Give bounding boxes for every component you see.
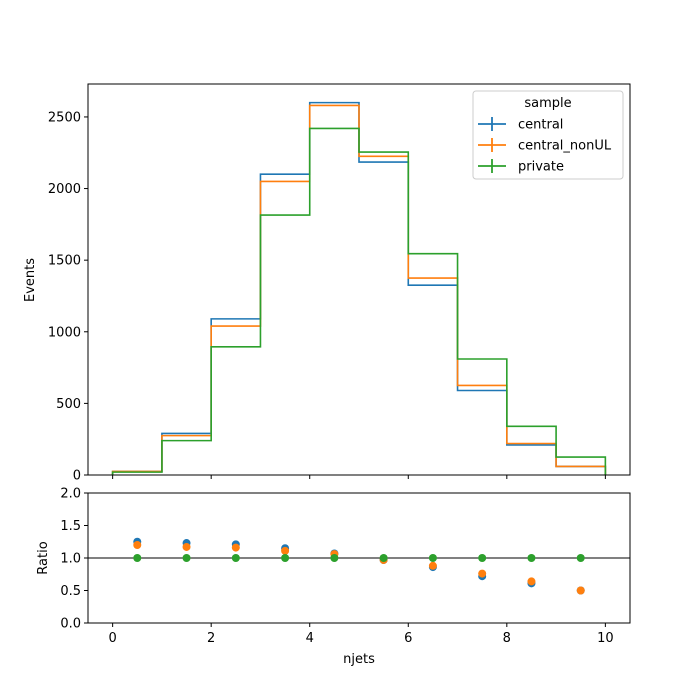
histogram-series-group [111, 101, 607, 475]
ratio-point-private [379, 554, 388, 562]
ratio-point-central_nonUL [182, 542, 191, 551]
legend-entry-label: central [518, 118, 563, 133]
legend-entry-label: private [518, 160, 564, 175]
legend-box [472, 90, 624, 180]
histogram-line-private [111, 127, 607, 475]
histogram-y-ticks: 0 500 1000 1500 2000 2500 [48, 110, 88, 484]
ratio-x-axis-label: njets [343, 652, 375, 667]
legend-entry-label: central_nonUL [518, 139, 612, 154]
histogram-panel: 0 500 1000 1500 2000 2500 Events sample centr… [23, 83, 631, 484]
ratio-point-private [527, 554, 536, 562]
legend-title: sample [524, 96, 571, 111]
histogram-y-tick-label: 500 [56, 397, 81, 412]
ratio-y-tick-label: 1.0 [60, 552, 81, 567]
ratio-point-private [576, 554, 585, 562]
ratio-y-axis-label: Ratio [36, 541, 51, 574]
ratio-point-central_nonUL [231, 543, 240, 552]
ratio-point-private [330, 554, 339, 562]
ratio-point-private [428, 554, 437, 562]
ratio-y-tick-label: 2.0 [60, 487, 81, 502]
ratio-x-ticks: 0 2 4 6 8 10 [108, 623, 614, 646]
ratio-x-tick-label: 0 [108, 631, 116, 646]
histogram-y-tick-label: 2000 [48, 182, 81, 197]
ratio-point-central_nonUL [478, 569, 487, 578]
ratio-y-tick-label: 0.0 [60, 617, 81, 632]
ratio-point-central_nonUL [527, 577, 536, 586]
histogram-y-tick-label: 0 [73, 469, 81, 484]
ratio-point-central_nonUL [428, 561, 437, 570]
ratio-point-central_nonUL [281, 546, 290, 555]
ratio-x-tick-label: 10 [597, 631, 614, 646]
ratio-y-ticks: 0.0 0.5 1.0 1.5 2.0 [60, 487, 88, 632]
histogram-y-tick-label: 2500 [48, 110, 81, 125]
histogram-y-tick-label: 1500 [48, 254, 81, 269]
histogram-y-tick-label: 1000 [48, 325, 81, 340]
ratio-point-central_nonUL [576, 586, 585, 595]
histogram-axes-frame [87, 83, 631, 476]
ratio-point-central_nonUL [133, 541, 142, 549]
ratio-point-private [478, 554, 487, 562]
ratio-points-group [133, 537, 585, 595]
ratio-x-tick-label: 6 [404, 631, 412, 646]
ratio-x-tick-label: 8 [503, 631, 511, 646]
ratio-y-tick-label: 0.5 [60, 584, 81, 599]
ratio-y-tick-label: 1.5 [60, 519, 81, 534]
ratio-point-private [182, 554, 191, 562]
ratio-x-tick-label: 4 [306, 631, 314, 646]
histogram-y-axis-label: Events [23, 258, 38, 302]
ratio-panel: 0.0 0.5 1.0 1.5 2.0 0 2 4 6 8 10 Ratio njets [36, 487, 631, 667]
histogram-x-ticks [112, 475, 606, 479]
ratio-x-tick-label: 2 [207, 631, 215, 646]
ratio-point-private [133, 554, 142, 562]
ratio-point-private [281, 554, 290, 562]
ratio-point-private [231, 554, 240, 562]
